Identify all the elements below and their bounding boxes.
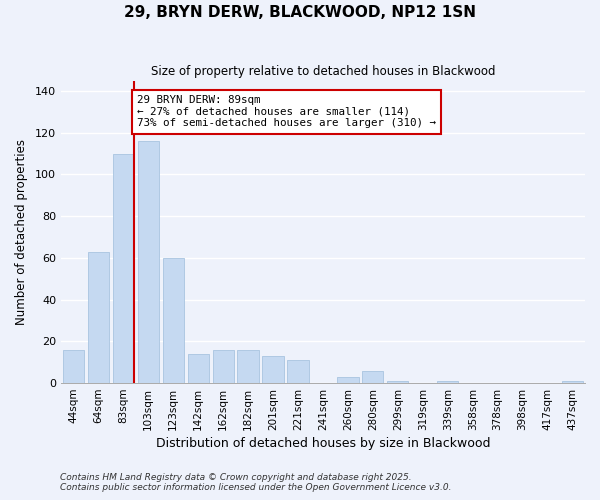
Bar (88, 252, 109, 383)
X-axis label: Distribution of detached houses by size in Blackwood: Distribution of detached houses by size … (156, 437, 490, 450)
Bar (113, 154, 134, 383)
Bar (137, 141, 159, 383)
Bar (238, 350, 259, 383)
Bar (562, 381, 583, 383)
Text: 29, BRYN DERW, BLACKWOOD, NP12 1SN: 29, BRYN DERW, BLACKWOOD, NP12 1SN (124, 5, 476, 20)
Bar (262, 356, 284, 383)
Bar (337, 377, 359, 383)
Bar (63, 350, 84, 383)
Bar (387, 381, 409, 383)
Bar (362, 370, 383, 383)
Y-axis label: Number of detached properties: Number of detached properties (15, 139, 28, 325)
Text: Contains HM Land Registry data © Crown copyright and database right 2025.
Contai: Contains HM Land Registry data © Crown c… (60, 473, 452, 492)
Title: Size of property relative to detached houses in Blackwood: Size of property relative to detached ho… (151, 65, 495, 78)
Bar (437, 381, 458, 383)
Bar (287, 360, 308, 383)
Bar (212, 350, 234, 383)
Text: 29 BRYN DERW: 89sqm
← 27% of detached houses are smaller (114)
73% of semi-detac: 29 BRYN DERW: 89sqm ← 27% of detached ho… (137, 95, 436, 128)
Bar (163, 258, 184, 383)
Bar (188, 354, 209, 383)
